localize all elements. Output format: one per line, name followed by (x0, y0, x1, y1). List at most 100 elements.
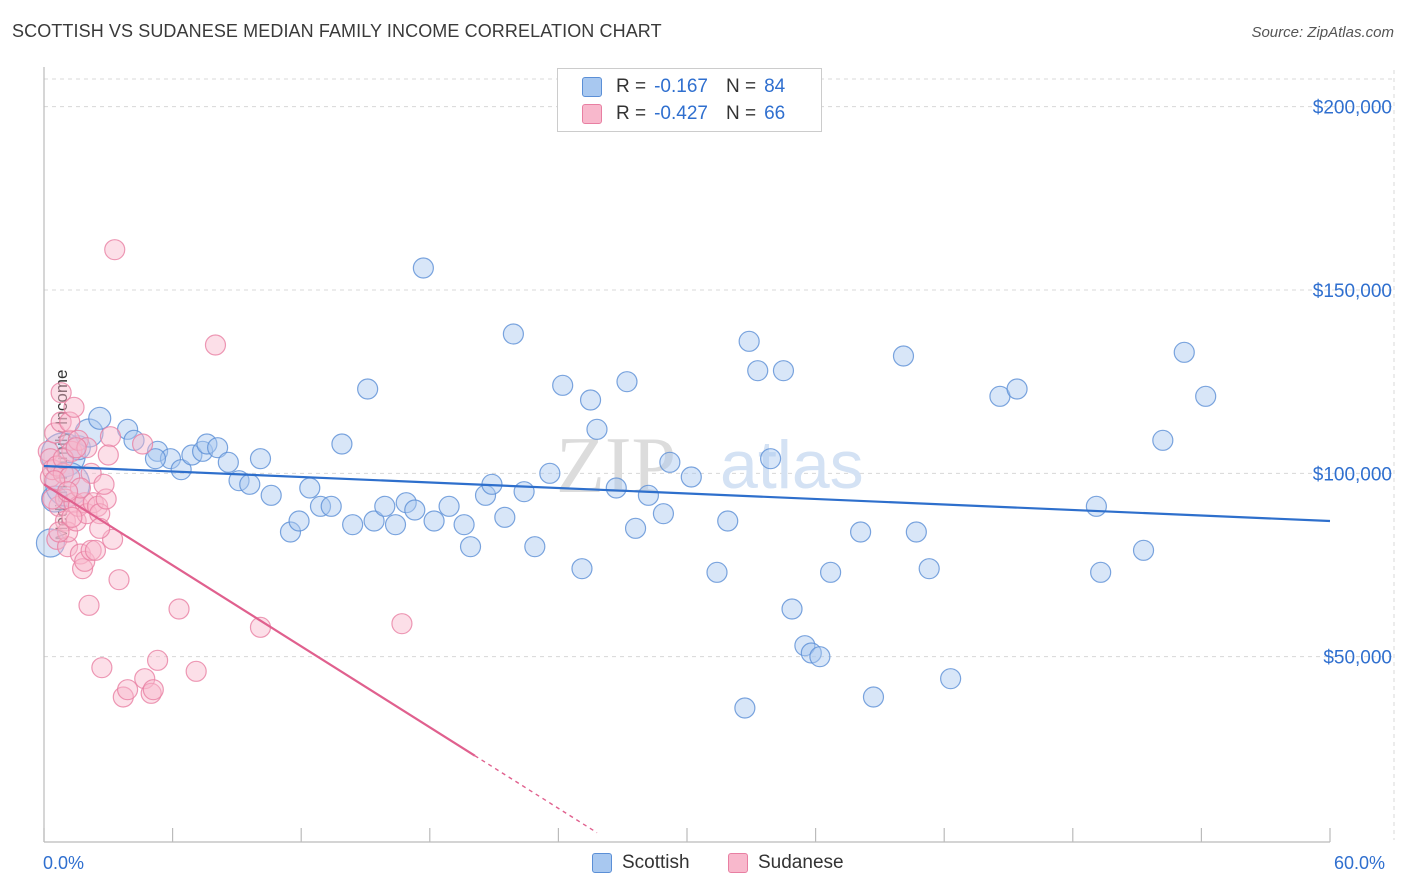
sudanese-point (131, 433, 154, 455)
scottish-point (940, 668, 962, 690)
scottish-point (1085, 495, 1107, 517)
scottish-point (144, 448, 167, 470)
scottish-point (800, 642, 822, 664)
scottish-point (423, 510, 445, 532)
scottish-point (395, 492, 417, 514)
sudanese-point (50, 382, 72, 404)
scottish-point (918, 558, 940, 580)
series-legend-label: Scottish (622, 852, 690, 873)
series-legend-label: Sudanese (758, 852, 844, 873)
legend-swatch-sudanese (582, 104, 602, 124)
scottish-point (170, 459, 192, 481)
sudanese-point (116, 679, 139, 701)
scottish-point (438, 495, 460, 517)
sudanese-point (54, 510, 77, 532)
scottish-point (652, 503, 675, 525)
source-credit: Source: ZipAtlas.com (1251, 24, 1394, 41)
sudanese-point (142, 679, 164, 701)
scottish-point (680, 466, 702, 488)
series-legend: Scottish Sudanese (0, 852, 1406, 878)
watermark-zip: ZIP (556, 422, 676, 510)
sudanese-point (65, 437, 87, 459)
watermark-atlas: atlas (720, 427, 864, 503)
sudanese-point (86, 495, 109, 517)
trend-lines (43, 464, 1331, 834)
legend-r-value: -0.167 (654, 76, 708, 97)
scottish-point (502, 323, 524, 345)
scottish-point (320, 495, 342, 517)
scottish-point (357, 378, 379, 400)
scottish-point (781, 598, 803, 620)
legend-r-value: -0.427 (654, 103, 708, 124)
scottish-point (624, 517, 647, 539)
sudanese-point (76, 437, 98, 459)
sudanese-point (74, 550, 96, 572)
scottish-point (809, 646, 831, 668)
scottish-point (494, 506, 516, 528)
sudanese-point (99, 426, 122, 448)
scottish-point (1173, 341, 1195, 363)
scottish-point (123, 429, 145, 451)
scottish-point (1152, 429, 1174, 451)
scottish-point (239, 473, 261, 495)
series-swatch-sudanese (728, 853, 748, 873)
scottish-point (552, 374, 574, 396)
sudanese-point (69, 477, 92, 499)
scottish-point (249, 448, 272, 470)
scottish-point (820, 561, 842, 583)
scottish-point (404, 499, 426, 521)
series-legend-sudanese[interactable]: Sudanese (728, 852, 844, 874)
sudanese-point (84, 539, 107, 561)
watermark: ZIP atlas (556, 422, 864, 510)
sudanese-point (204, 334, 227, 356)
legend-n-label: N = (725, 103, 757, 124)
legend-r-label: R = (616, 103, 647, 124)
sudanese-point (185, 660, 207, 682)
scottish-point (734, 697, 756, 719)
scottish-point (1006, 378, 1028, 400)
scottish-point (571, 558, 593, 580)
y-tick-label: $100,000 (1313, 464, 1392, 485)
sudanese-point (91, 657, 113, 679)
chart-title: SCOTTISH VS SUDANESE MEDIAN FAMILY INCOM… (12, 21, 662, 41)
sudanese-trend-line (43, 483, 476, 757)
legend-row-scottish: R = -0.167 N = 84 (582, 75, 785, 99)
sudanese-point (108, 569, 130, 591)
sudanese-point (82, 492, 104, 514)
scottish-point (363, 510, 385, 532)
scottish-point (279, 521, 302, 543)
scottish-point (459, 536, 482, 558)
grid (44, 70, 1395, 840)
legend-r-label: R = (616, 76, 647, 97)
sudanese-point (46, 528, 68, 550)
scottish-point (738, 330, 760, 352)
scottish-trend-line (43, 464, 1331, 523)
scottish-point (717, 510, 739, 532)
sudanese-point (50, 411, 72, 433)
scottish-point (309, 495, 332, 517)
scottish-point (850, 521, 872, 543)
scottish-point (1090, 561, 1112, 583)
scottish-point (260, 484, 282, 506)
scottish-point (207, 437, 229, 459)
scottish-point (342, 514, 364, 536)
scottish-point (539, 462, 561, 484)
sudanese-point (52, 462, 74, 484)
sudanese-point (104, 239, 126, 261)
legend-n-label: N = (725, 76, 757, 97)
axes (43, 67, 1331, 843)
scottish-point (453, 514, 475, 536)
scottish-point (706, 561, 728, 583)
scottish-point (331, 433, 353, 455)
legend-swatch-scottish (582, 77, 602, 97)
series-legend-scottish[interactable]: Scottish (592, 852, 690, 874)
scottish-point (616, 371, 638, 393)
scottish-point (1195, 385, 1217, 407)
scottish-point (384, 514, 407, 536)
scottish-point (88, 406, 112, 430)
scottish-point (579, 389, 602, 411)
scottish-point (759, 448, 782, 470)
sudanese-point (391, 613, 413, 635)
sudanese-point (67, 429, 89, 451)
